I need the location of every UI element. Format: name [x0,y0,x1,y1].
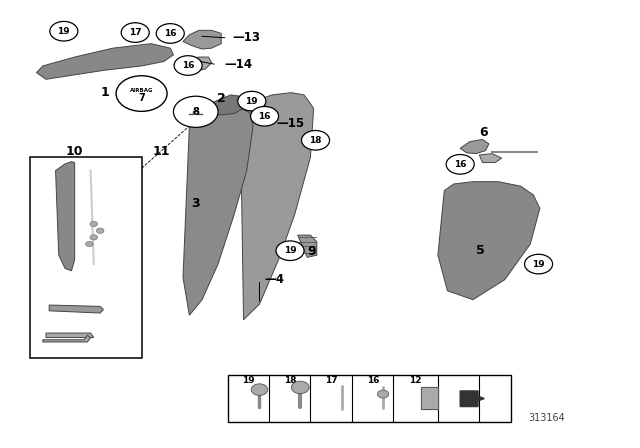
Circle shape [173,96,218,127]
Text: 16: 16 [164,29,177,38]
Polygon shape [420,387,438,409]
Text: 16: 16 [454,160,467,169]
Text: 17: 17 [129,28,141,37]
Circle shape [86,241,93,247]
Text: 18: 18 [284,376,296,385]
Polygon shape [460,391,484,406]
Polygon shape [46,333,94,337]
Text: 17: 17 [325,376,338,385]
Text: 19: 19 [284,246,296,255]
Text: 16: 16 [182,61,195,70]
Circle shape [378,390,389,398]
Polygon shape [479,154,502,163]
Text: 10: 10 [65,145,83,158]
Text: 11: 11 [153,145,170,158]
Polygon shape [43,335,91,342]
Text: 313164: 313164 [528,413,564,422]
Text: 5: 5 [476,244,485,257]
Circle shape [276,241,304,260]
Text: 1: 1 [100,86,109,99]
Text: 19: 19 [246,97,258,106]
Text: —14: —14 [225,58,253,71]
Circle shape [525,254,552,274]
Circle shape [250,107,278,126]
Text: 19: 19 [58,27,70,36]
Circle shape [121,23,149,43]
Circle shape [446,155,474,174]
Text: 9: 9 [307,245,316,258]
Text: 18: 18 [309,136,322,145]
Circle shape [97,228,104,233]
Text: 3: 3 [191,198,200,211]
Text: 6: 6 [479,126,488,139]
Polygon shape [202,95,246,115]
Text: 12: 12 [410,376,422,385]
Circle shape [238,91,266,111]
Text: 8: 8 [192,107,199,117]
Polygon shape [298,235,317,258]
Circle shape [301,130,330,150]
Text: —15: —15 [276,117,305,130]
Text: 2: 2 [217,91,225,104]
FancyBboxPatch shape [30,157,141,358]
FancyBboxPatch shape [228,375,511,422]
Text: 19: 19 [532,259,545,268]
Polygon shape [36,44,173,79]
Text: 16: 16 [367,376,379,385]
Polygon shape [460,139,489,154]
Polygon shape [56,162,75,271]
Text: 19: 19 [243,376,255,385]
Circle shape [90,221,98,227]
Polygon shape [49,305,103,313]
Text: —4: —4 [264,273,284,286]
Polygon shape [183,57,212,71]
Text: 7: 7 [138,93,145,103]
Text: —13: —13 [232,31,260,44]
Circle shape [116,76,167,112]
Polygon shape [183,30,221,49]
Circle shape [50,22,78,41]
Circle shape [156,24,184,43]
Polygon shape [438,182,540,300]
Polygon shape [183,108,253,315]
Text: 16: 16 [259,112,271,121]
Circle shape [291,381,309,394]
Text: AIRBAG: AIRBAG [130,88,154,93]
Circle shape [174,56,202,75]
Polygon shape [241,93,314,320]
Circle shape [90,235,98,240]
Circle shape [251,384,268,396]
